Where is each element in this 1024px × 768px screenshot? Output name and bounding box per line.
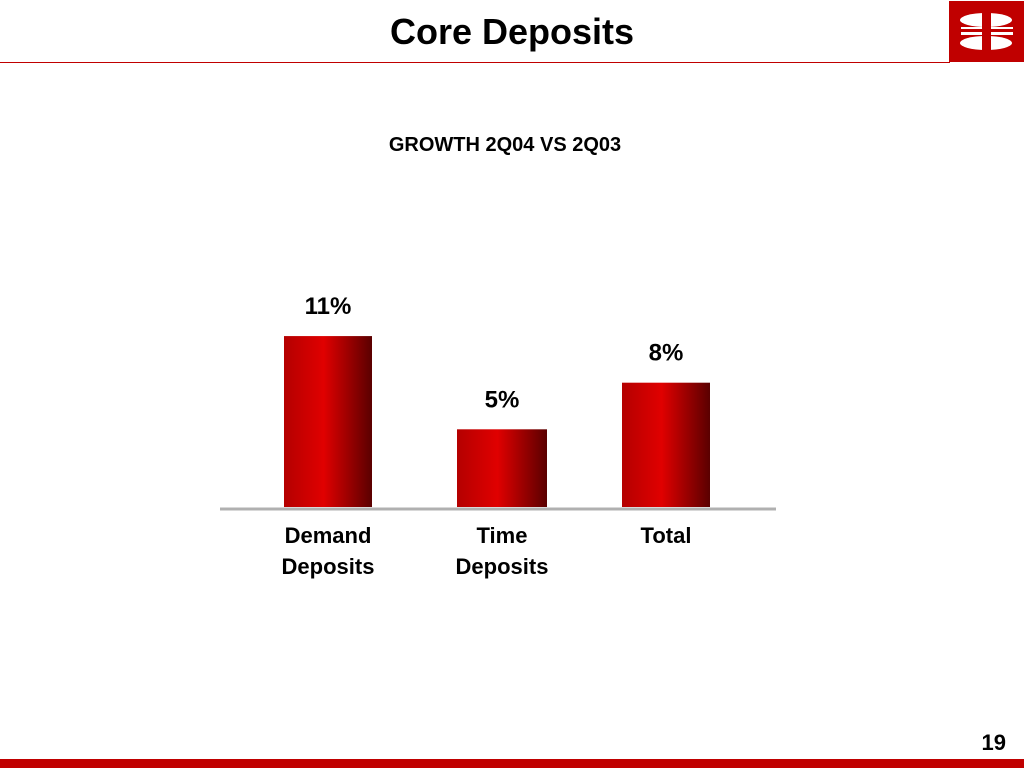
- category-label-1: Time Deposits: [456, 523, 549, 579]
- chart-title: GROWTH 2Q04 VS 2Q03: [388, 134, 622, 156]
- labels-layer: 11% Demand Deposits 5% Time Deposits 8% Total: [282, 293, 692, 579]
- bar-2: [622, 382, 710, 507]
- category-label-0: Demand Deposits: [282, 523, 375, 579]
- data-label-1: 5%: [485, 386, 520, 413]
- footer-bar: [0, 759, 1024, 768]
- page-number: 19: [981, 730, 1006, 755]
- data-label-2: 8%: [649, 340, 684, 367]
- bank-logo-graphic: [959, 11, 1013, 51]
- title-divider: [0, 62, 950, 63]
- data-label-0: 11%: [305, 293, 352, 320]
- category-label-2: Total: [641, 523, 692, 548]
- bar-1: [457, 429, 547, 507]
- bar-0: [284, 336, 372, 507]
- bars-layer: [284, 336, 710, 507]
- page-title: Core Deposits: [389, 11, 635, 52]
- bank-logo-icon: [949, 1, 1024, 62]
